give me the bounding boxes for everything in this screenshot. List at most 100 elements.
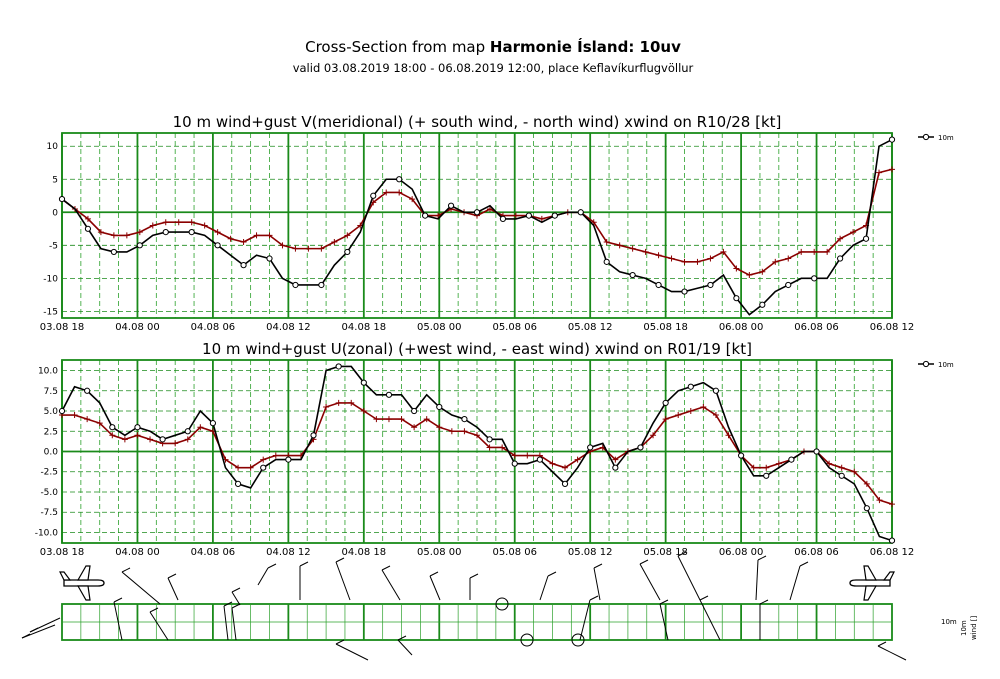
- wind-point: [110, 248, 117, 256]
- wind-point: [587, 444, 594, 451]
- gust-point: [746, 272, 753, 279]
- gust-point: [435, 212, 442, 219]
- wind-barb: [113, 601, 123, 641]
- wind-point: [84, 387, 91, 394]
- gust-point: [612, 456, 619, 463]
- plane-wings: [76, 565, 91, 601]
- page-subtitle: valid 03.08.2019 18:00 - 06.08.2019 12:0…: [292, 61, 694, 75]
- gust-point: [235, 464, 242, 471]
- gust-point: [538, 215, 545, 222]
- wind-barb-flag: [299, 561, 309, 567]
- wind-point: [687, 383, 694, 390]
- wind-point: [411, 407, 418, 415]
- calm-circle: [495, 597, 509, 611]
- x-tick-label: 05.08 12: [568, 322, 613, 333]
- wind-point: [838, 472, 845, 479]
- wind-barb: [877, 645, 907, 661]
- plane-body: [849, 579, 891, 587]
- gust-point: [562, 464, 569, 471]
- wind-barb: [167, 577, 179, 601]
- gust-point: [247, 464, 254, 471]
- wind-barb-flag: [759, 599, 769, 605]
- wind-barb: [789, 565, 801, 601]
- wind-barb: [699, 599, 721, 641]
- gust-point: [279, 242, 286, 249]
- gust-point: [876, 169, 883, 176]
- legend-label: 10m: [938, 134, 954, 142]
- wind-point: [318, 281, 325, 289]
- wind-point: [681, 288, 688, 295]
- wind-barb: [231, 607, 237, 641]
- gust-point: [84, 416, 91, 423]
- x-tick-label: 05.08 18: [643, 322, 688, 333]
- gust-point: [574, 456, 581, 463]
- x-tick-label: 04.08 18: [342, 547, 387, 558]
- y-tick-label: 2.5: [44, 427, 58, 437]
- gust-point: [700, 403, 707, 410]
- gust-point: [889, 166, 895, 173]
- gust-point: [110, 232, 117, 239]
- wind-barb: [755, 559, 759, 601]
- wind-barb-flag: [21, 633, 31, 639]
- plot-frame: [61, 359, 893, 544]
- wind-barb-flag: [547, 571, 557, 577]
- gust-point: [850, 229, 857, 236]
- gust-point: [84, 215, 91, 222]
- wind-barb: [223, 605, 229, 641]
- wind-barb: [397, 639, 413, 656]
- wind-point: [136, 242, 143, 249]
- panel-title: 10 m wind+gust V(meridional) (+ south wi…: [173, 113, 782, 131]
- plane-wings: [863, 565, 878, 601]
- wind-point: [234, 480, 242, 487]
- gust-point: [266, 232, 273, 239]
- gust-point: [436, 424, 443, 431]
- gust-point: [260, 456, 267, 463]
- wind-barb: [149, 611, 169, 641]
- gust-point: [486, 205, 493, 212]
- wind-barb: [593, 567, 601, 601]
- wind-point: [863, 505, 870, 512]
- plane-body: [63, 579, 105, 587]
- gust-point: [826, 460, 833, 467]
- wind-barb-flag: [223, 601, 233, 607]
- gust-point: [201, 222, 208, 229]
- chart-panel-2: 10 m wind+gust U(zonal) (+west wind, - e…: [35, 340, 954, 558]
- gust-point: [335, 399, 342, 406]
- wind-point: [785, 281, 792, 289]
- gust-point: [474, 432, 480, 439]
- gust-point: [461, 428, 468, 435]
- gust-point: [175, 219, 182, 226]
- wind-point: [629, 271, 636, 279]
- gust-point: [707, 255, 714, 262]
- gust-point: [616, 242, 623, 249]
- gust-point: [348, 399, 355, 406]
- wind-point: [310, 432, 317, 439]
- gust-point: [448, 428, 455, 435]
- gust-point: [687, 408, 694, 415]
- gust-point: [123, 232, 130, 239]
- gust-point: [750, 464, 757, 471]
- wind-point: [240, 262, 247, 269]
- wind-barb: [579, 599, 591, 641]
- x-tick-label: 05.08 00: [417, 322, 462, 333]
- wind-point: [214, 242, 221, 249]
- chart-panel-1: 10 m wind+gust V(meridional) (+ south wi…: [40, 113, 954, 333]
- wind-point: [637, 444, 644, 451]
- wind-barb-flag: [167, 573, 177, 579]
- airplane-right-icon: [849, 565, 895, 601]
- gust-point: [109, 432, 116, 439]
- gust-point: [772, 258, 779, 265]
- wind-point: [759, 301, 766, 308]
- x-tick-label: 06.08 00: [719, 322, 764, 333]
- wind-point: [499, 215, 507, 222]
- y-tick-label: 10.0: [38, 367, 58, 377]
- plane-tail: [59, 571, 72, 581]
- gust-point: [759, 268, 766, 275]
- x-tick-label: 06.08 06: [794, 322, 839, 333]
- wind-barb: [121, 571, 161, 605]
- wind-barb-flag: [149, 607, 159, 613]
- wind-barb: [429, 575, 441, 601]
- wind-barb-flag: [121, 567, 131, 573]
- gust-point: [272, 452, 279, 459]
